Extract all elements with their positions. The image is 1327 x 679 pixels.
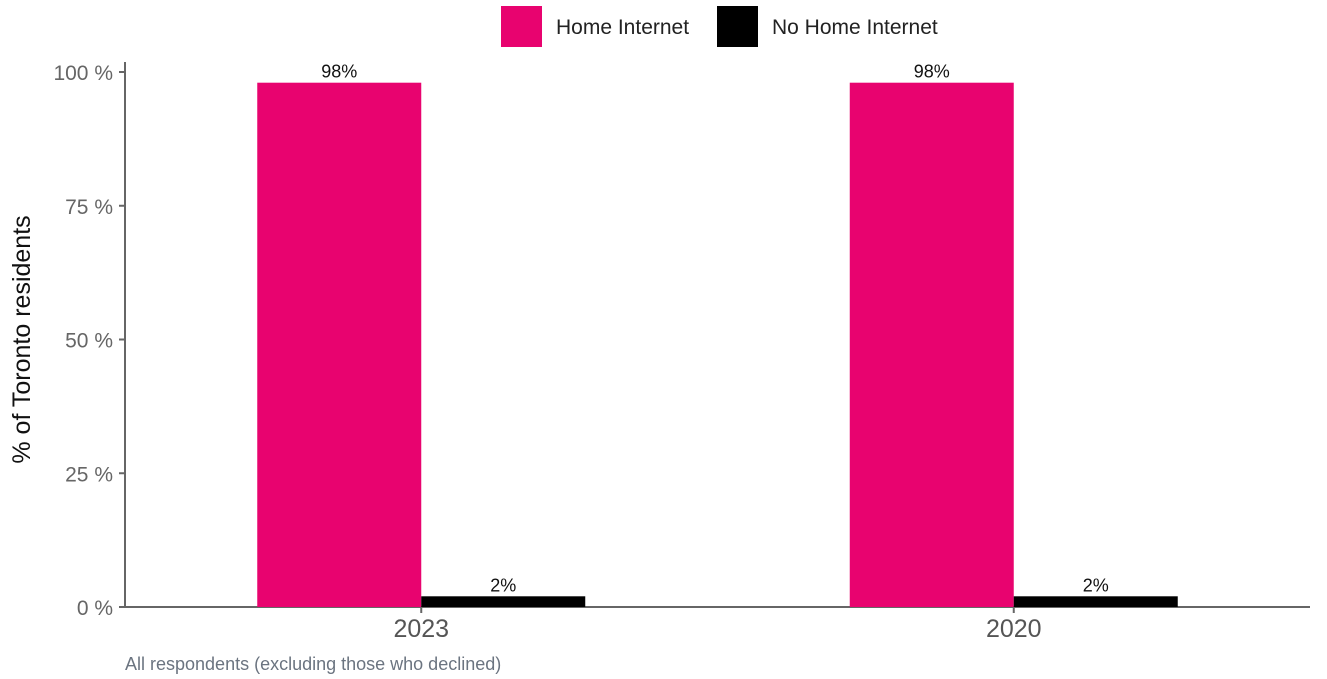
bars — [257, 82, 1178, 607]
caption: All respondents (excluding those who dec… — [125, 654, 501, 674]
y-tick-label: 25 % — [65, 463, 113, 486]
y-axis: 0 % 25 % 50 % 75 % 100 % — [53, 62, 126, 620]
y-axis-label: % of Toronto residents — [8, 215, 36, 463]
y-tick-label: 75 % — [65, 196, 113, 219]
data-label: 98% — [914, 62, 950, 82]
y-tick-label: 50 % — [65, 330, 113, 353]
x-tick-label: 2020 — [986, 615, 1042, 643]
data-label: 2% — [490, 575, 516, 595]
y-tick-label: 100 % — [53, 62, 113, 85]
x-axis: 2023 2020 — [125, 606, 1310, 643]
data-label: 2% — [1083, 575, 1109, 595]
legend-label: No Home Internet — [772, 16, 938, 39]
legend-swatch — [501, 6, 542, 47]
bar — [1013, 596, 1178, 607]
y-tick-label: 0 % — [77, 597, 113, 620]
data-label: 98% — [321, 62, 357, 82]
legend-label: Home Internet — [556, 16, 689, 39]
bar — [849, 82, 1014, 607]
legend: Home Internet No Home Internet — [501, 6, 938, 47]
bar — [257, 82, 422, 607]
bar — [421, 596, 586, 607]
x-tick-label: 2023 — [393, 615, 449, 643]
data-labels: 98% 2% 98% 2% — [321, 62, 1109, 596]
legend-swatch — [717, 6, 758, 47]
